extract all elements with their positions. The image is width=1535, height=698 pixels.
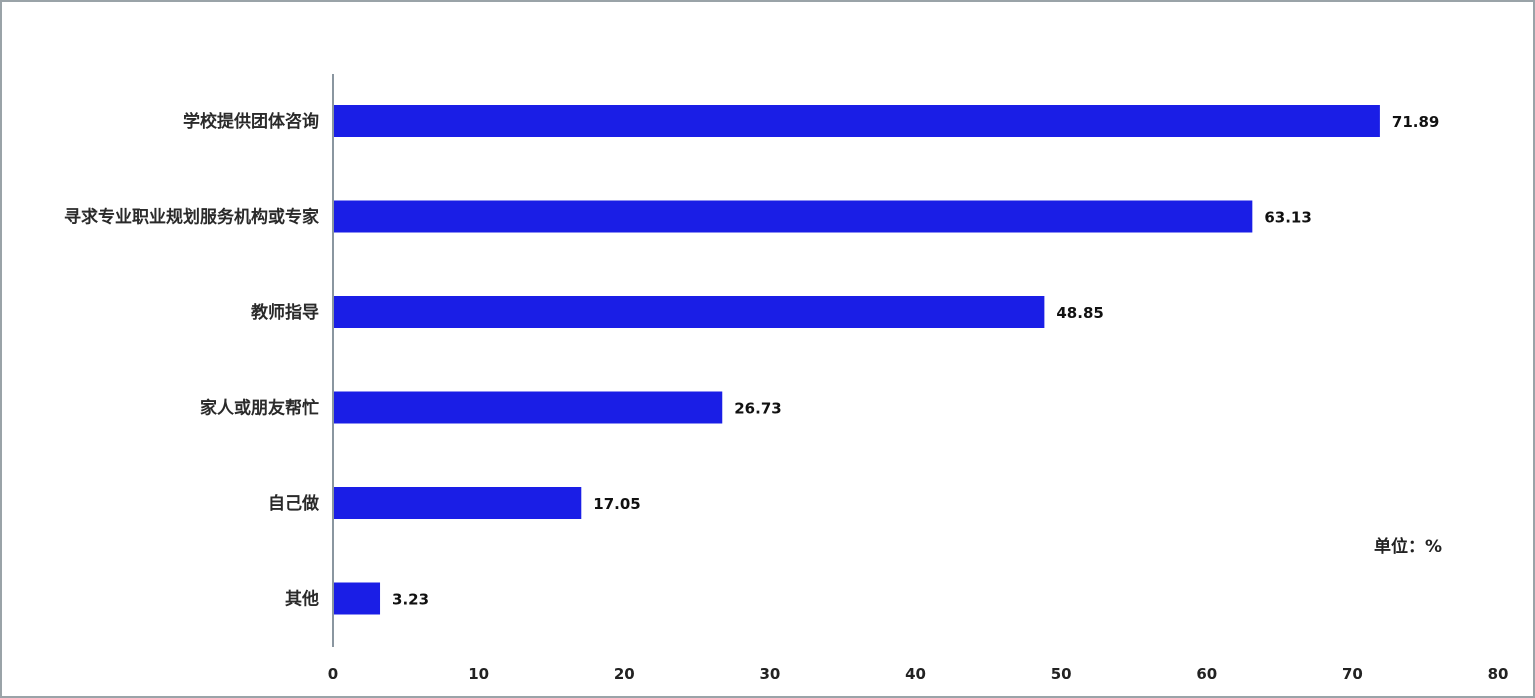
category-label: 学校提供团体咨询 xyxy=(183,111,319,132)
x-tick-label: 10 xyxy=(468,665,489,683)
category-label: 寻求专业职业规划服务机构或专家 xyxy=(64,207,319,228)
x-tick-label: 40 xyxy=(905,665,926,683)
x-tick-label: 70 xyxy=(1342,665,1363,683)
x-tick-label: 0 xyxy=(328,665,338,683)
value-label: 48.85 xyxy=(1056,304,1103,322)
x-tick-label: 60 xyxy=(1196,665,1217,683)
category-label: 自己做 xyxy=(268,493,320,514)
x-tick-label: 80 xyxy=(1488,665,1509,683)
x-tick-label: 20 xyxy=(614,665,635,683)
x-tick-label: 50 xyxy=(1051,665,1072,683)
value-label: 71.89 xyxy=(1392,113,1439,131)
category-label: 教师指导 xyxy=(250,302,319,323)
x-tick-label: 30 xyxy=(759,665,780,683)
value-label: 63.13 xyxy=(1264,209,1311,227)
bar xyxy=(333,392,722,424)
bar xyxy=(333,487,581,519)
bar xyxy=(333,296,1044,328)
bar xyxy=(333,201,1252,233)
category-label: 其他 xyxy=(285,589,319,610)
value-labels: 71.89 63.13 48.85 26.73 17.05 3.23 xyxy=(392,113,1439,609)
bars-layer xyxy=(333,105,1380,615)
category-label: 家人或朋友帮忙 xyxy=(200,398,319,419)
bar xyxy=(333,583,380,615)
value-label: 17.05 xyxy=(593,495,640,513)
x-tick-labels: 0 10 20 30 40 50 60 70 80 xyxy=(328,665,1509,683)
value-label: 3.23 xyxy=(392,591,429,609)
unit-note: 单位：% xyxy=(1374,536,1442,557)
bar xyxy=(333,105,1380,137)
value-label: 26.73 xyxy=(734,400,781,418)
